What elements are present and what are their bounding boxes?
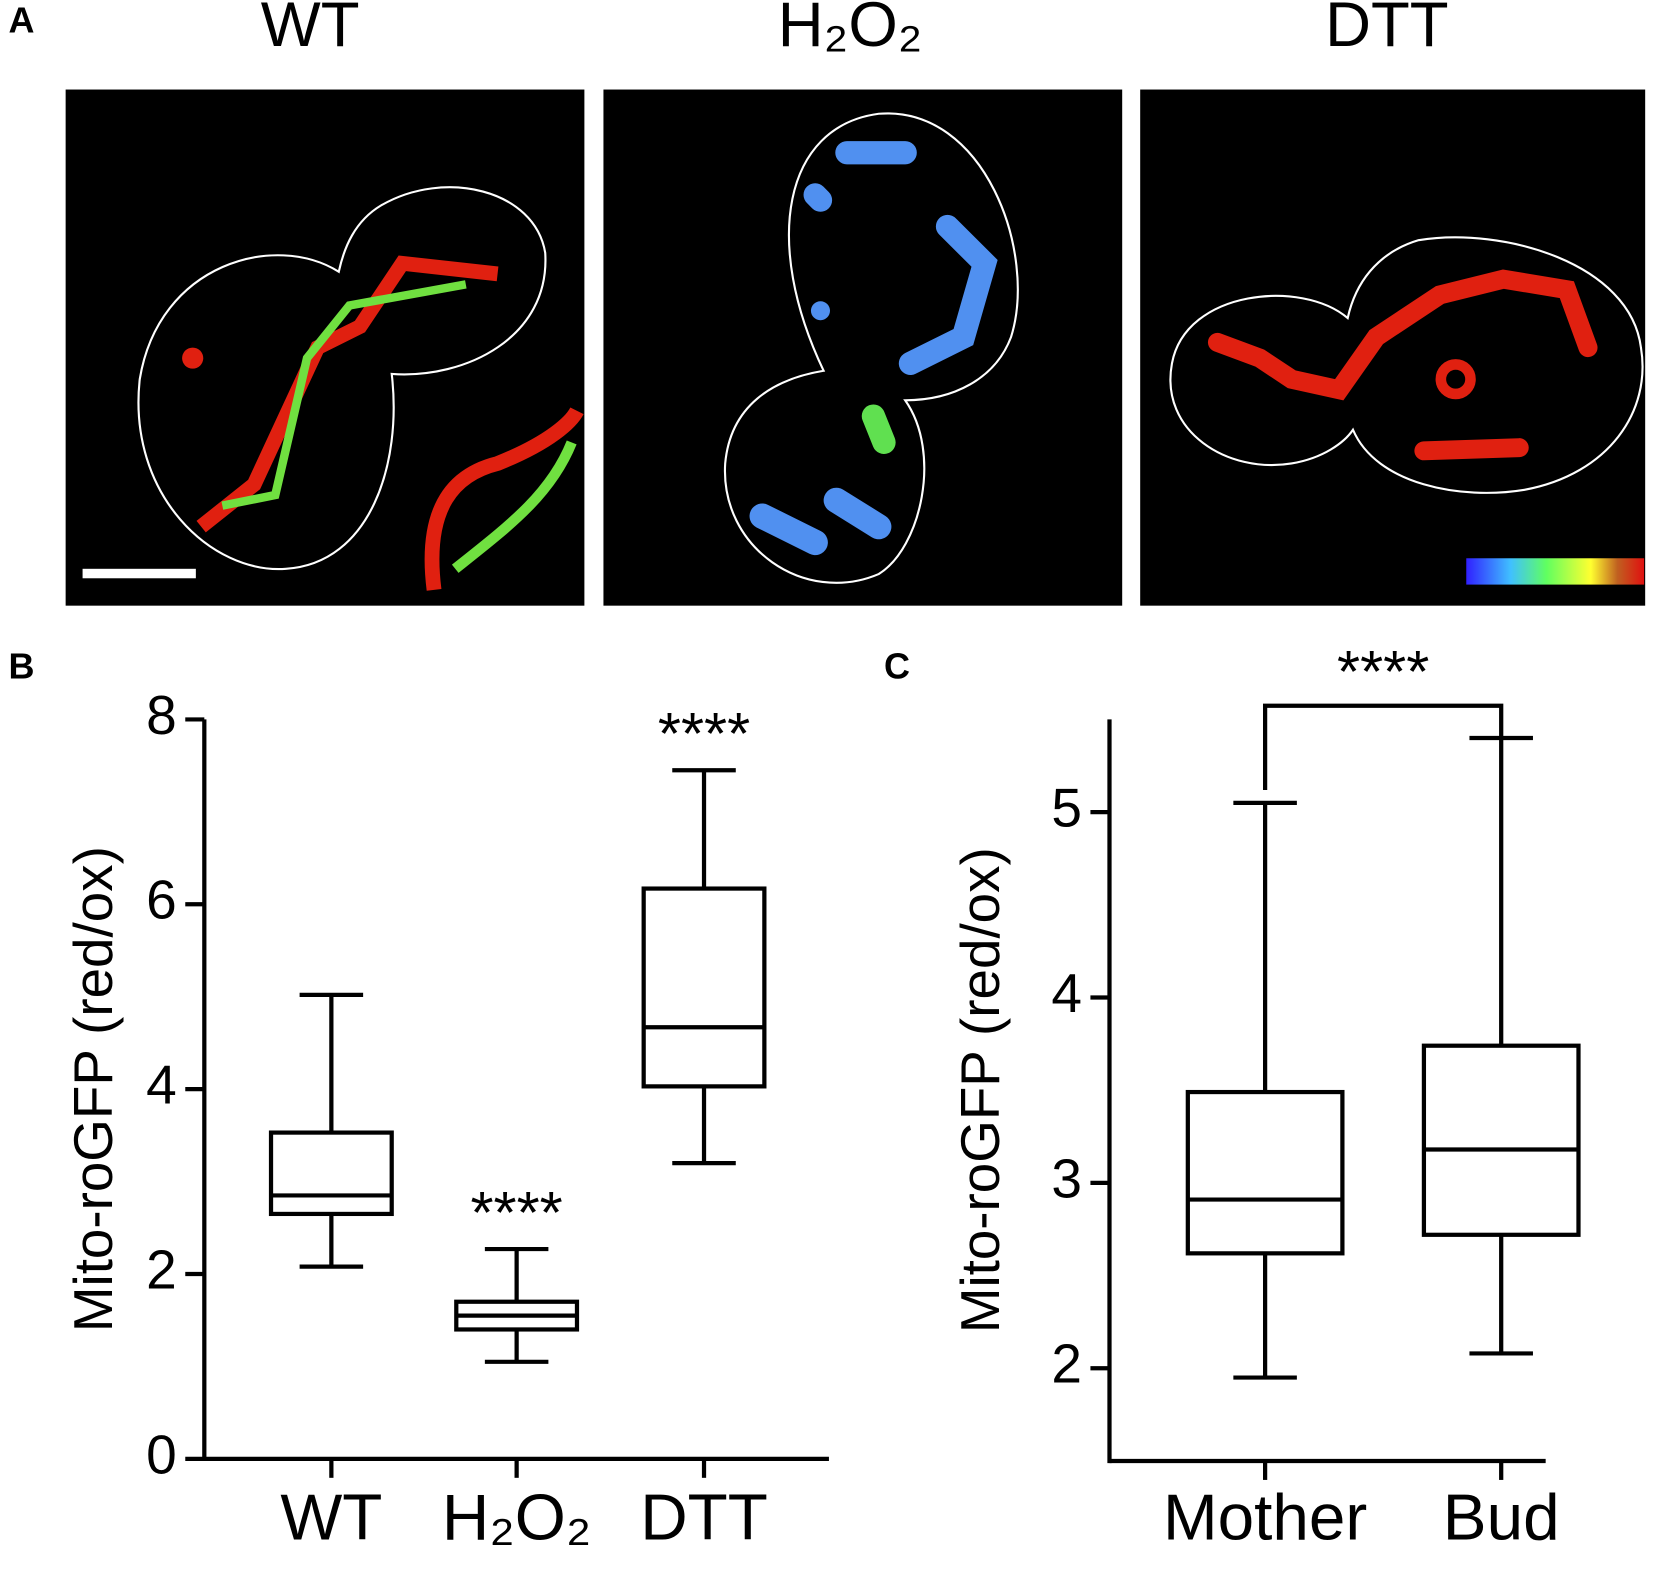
y-axis-label: Mito-roGFP (red/ox) (949, 847, 1011, 1333)
box (641, 886, 767, 1089)
image-title: H₂O₂ (778, 0, 923, 60)
box (1185, 1089, 1345, 1256)
y-tick-label: 2 (146, 1239, 177, 1301)
y-tick-label: 5 (1051, 777, 1082, 839)
micrograph (1140, 89, 1646, 606)
y-tick-label: 0 (146, 1423, 177, 1485)
y-tick-label: 6 (146, 869, 177, 931)
x-tick-label: DTT (640, 1480, 768, 1553)
x-tick-label: Mother (1163, 1480, 1367, 1553)
x-tick-label: Bud (1443, 1480, 1560, 1553)
y-tick-label: 4 (146, 1054, 177, 1116)
significance: **** (1337, 638, 1429, 705)
x-tick-label: H₂O₂ (442, 1480, 591, 1553)
image-title: DTT (1325, 0, 1448, 60)
micrograph (603, 89, 1123, 606)
panel-label: B (8, 646, 34, 686)
box (1421, 1043, 1581, 1237)
y-tick-label: 2 (1051, 1333, 1082, 1395)
significance: **** (658, 700, 750, 767)
panel-label: C (884, 646, 910, 686)
y-axis-label: Mito-roGFP (red/ox) (62, 846, 124, 1332)
micrograph (65, 89, 585, 606)
y-tick-label: 8 (146, 684, 177, 746)
panel-label: A (8, 1, 34, 41)
box (268, 1130, 394, 1217)
image-title: WT (261, 0, 360, 60)
significance: **** (470, 1179, 562, 1246)
significance-bracket (1262, 703, 1504, 790)
y-tick-label: 4 (1051, 962, 1082, 1024)
y-tick-label: 3 (1051, 1147, 1082, 1209)
x-tick-label: WT (280, 1480, 382, 1553)
